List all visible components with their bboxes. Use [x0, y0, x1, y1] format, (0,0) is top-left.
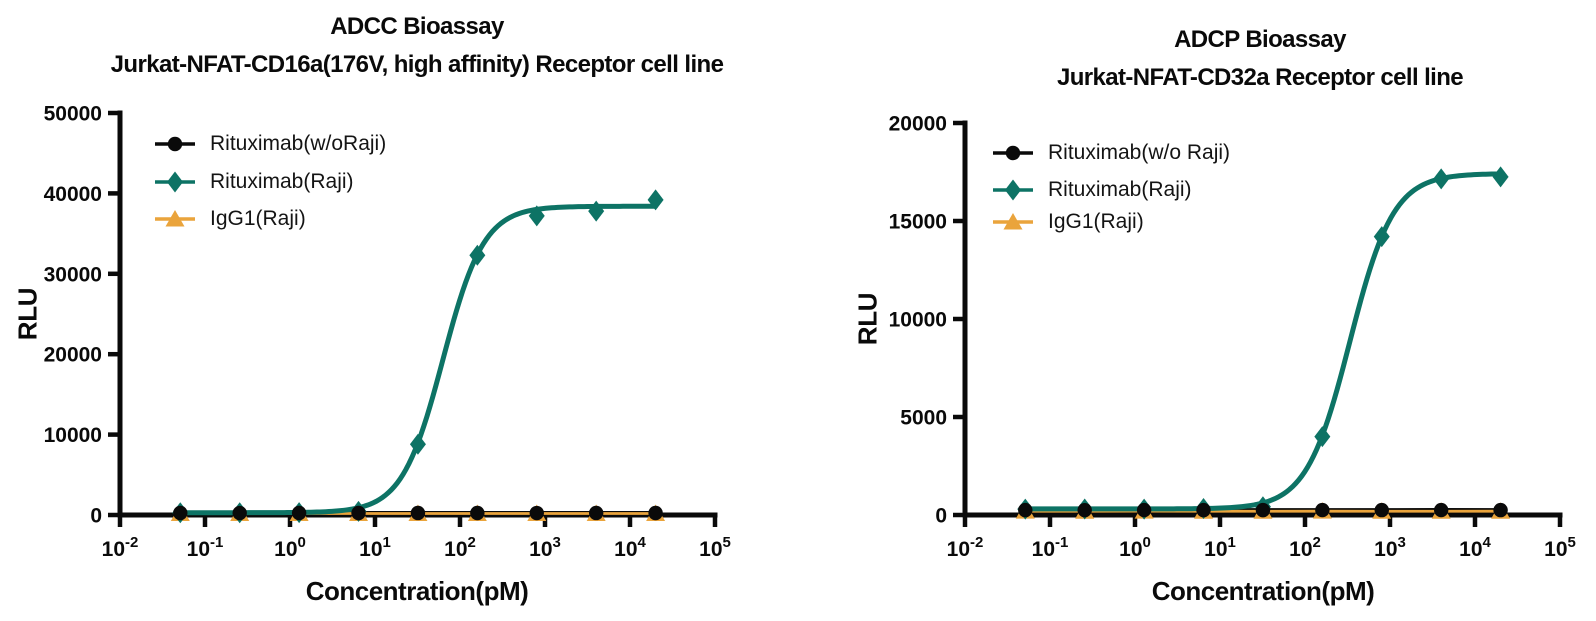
diamond-glyph: [167, 171, 183, 193]
plot-area: 0 10000 20000 30000 40000 50000 10-2 10-1 100 101…: [44, 103, 731, 562]
x-tick-label: 10-1: [1032, 534, 1069, 561]
data-point: [648, 505, 663, 521]
data-point: [291, 505, 307, 521]
data-point: [410, 505, 426, 521]
data-point: [351, 505, 366, 521]
chart-title: ADCP Bioassay Jurkat-NFAT-CD32a Receptor…: [1056, 21, 1464, 97]
x-tick-label: 10-2: [947, 534, 984, 561]
x-tick-label: 105: [1544, 534, 1576, 561]
data-point: [1492, 166, 1509, 188]
chart-title: ADCC Bioassay Jurkat-NFAT-CD16a(176V, hi…: [111, 8, 724, 84]
data-point: [1136, 502, 1152, 518]
x-tick-label: 105: [699, 534, 731, 561]
chart-title-line1: ADCC Bioassay: [330, 13, 504, 40]
y-tick-label: 30000: [44, 263, 102, 286]
x-tick-label: 101: [1204, 534, 1236, 561]
data-point: [470, 505, 485, 521]
data-point: [588, 505, 604, 521]
legend-item: Rituximab(w/oRaji): [153, 131, 386, 157]
y-tick-label: 40000: [44, 183, 102, 206]
y-tick-label: 20000: [44, 344, 102, 367]
data-point: [1374, 502, 1389, 518]
legend-item: Rituximab(Raji): [153, 169, 354, 195]
x-tick-label: 103: [1374, 534, 1406, 561]
x-tick-label: 102: [1289, 534, 1321, 561]
legend-item: Rituximab(Raji): [991, 177, 1192, 203]
circle-marker-icon: [155, 136, 195, 152]
diamond-marker-icon: [993, 179, 1033, 201]
legend-label: Rituximab(w/oRaji): [210, 132, 387, 155]
x-tick-label: 104: [1459, 534, 1491, 561]
legend-label: IgG1(Raji): [1048, 210, 1144, 233]
data-point: [1196, 502, 1211, 518]
circle-marker-icon: [993, 145, 1033, 161]
data-point: [1493, 502, 1508, 518]
y-tick-label: 0: [90, 505, 102, 528]
data-point: [232, 505, 247, 521]
triangle-glyph: [165, 210, 185, 227]
x-tick-label: 100: [1119, 534, 1151, 561]
x-tick-label: 10-2: [102, 534, 139, 561]
circle-glyph: [1005, 145, 1021, 161]
data-point: [647, 189, 664, 211]
chart-adcc: ADCC Bioassay Jurkat-NFAT-CD16a(176V, hi…: [13, 8, 731, 606]
x-tick-label: 103: [529, 534, 561, 561]
legend-item: IgG1(Raji): [153, 206, 306, 232]
plot-area: 0 5000 10000 15000 20000 10-2 10-1 100 101 102 103…: [889, 113, 1576, 562]
triangle-glyph: [1003, 213, 1023, 230]
x-tick-label: 10-1: [187, 534, 224, 561]
triangle-marker-icon: [155, 210, 195, 227]
x-tick-label: 100: [274, 534, 306, 561]
data-point: [469, 244, 486, 266]
data-point: [1077, 502, 1092, 518]
chart-title-line2: Jurkat-NFAT-CD16a(176V, high affinity) R…: [110, 51, 724, 78]
y-tick-label: 15000: [889, 211, 947, 234]
x-tick-label: 101: [359, 534, 391, 561]
x-tick-label: 102: [444, 534, 476, 561]
chart-adcp: ADCP Bioassay Jurkat-NFAT-CD32a Receptor…: [798, 0, 1596, 621]
chart-title-line2: Jurkat-NFAT-CD32a Receptor cell line: [1056, 64, 1464, 91]
data-point: [1018, 502, 1033, 518]
x-tick-label: 104: [614, 534, 646, 561]
legend-label: Rituximab(Raji): [210, 170, 354, 193]
data-point: [529, 505, 544, 521]
y-tick-label: 20000: [889, 113, 947, 136]
legend-item: Rituximab(w/o Raji): [991, 140, 1230, 166]
triangle-marker-icon: [993, 213, 1033, 230]
x-axis-title: Concentration(pM): [305, 576, 529, 606]
diamond-glyph: [1005, 179, 1021, 201]
data-point: [1373, 226, 1390, 248]
data-point: [409, 433, 426, 455]
legend-item: IgG1(Raji): [991, 209, 1144, 235]
y-tick-label: 0: [935, 505, 947, 528]
legend-label: Rituximab(w/o Raji): [1048, 141, 1231, 164]
data-point: [1433, 502, 1449, 518]
data-point: [1255, 502, 1271, 518]
data-point: [1314, 426, 1331, 448]
data-point: [1315, 502, 1330, 518]
y-tick-label: 50000: [44, 103, 102, 126]
data-point: [173, 505, 188, 521]
circle-glyph: [167, 136, 183, 152]
legend-label: Rituximab(Raji): [1048, 178, 1192, 201]
data-point: [588, 200, 605, 222]
diamond-marker-icon: [155, 171, 195, 193]
legend-label: IgG1(Raji): [210, 207, 306, 230]
chart-title-line1: ADCP Bioassay: [1174, 26, 1346, 53]
y-tick-label: 10000: [44, 424, 102, 447]
y-tick-label: 10000: [889, 309, 947, 332]
fit-curve: [177, 203, 659, 516]
x-axis-title: Concentration(pM): [1151, 576, 1375, 606]
data-point: [528, 205, 545, 227]
data-point: [1433, 168, 1450, 190]
y-tick-label: 5000: [900, 407, 947, 430]
